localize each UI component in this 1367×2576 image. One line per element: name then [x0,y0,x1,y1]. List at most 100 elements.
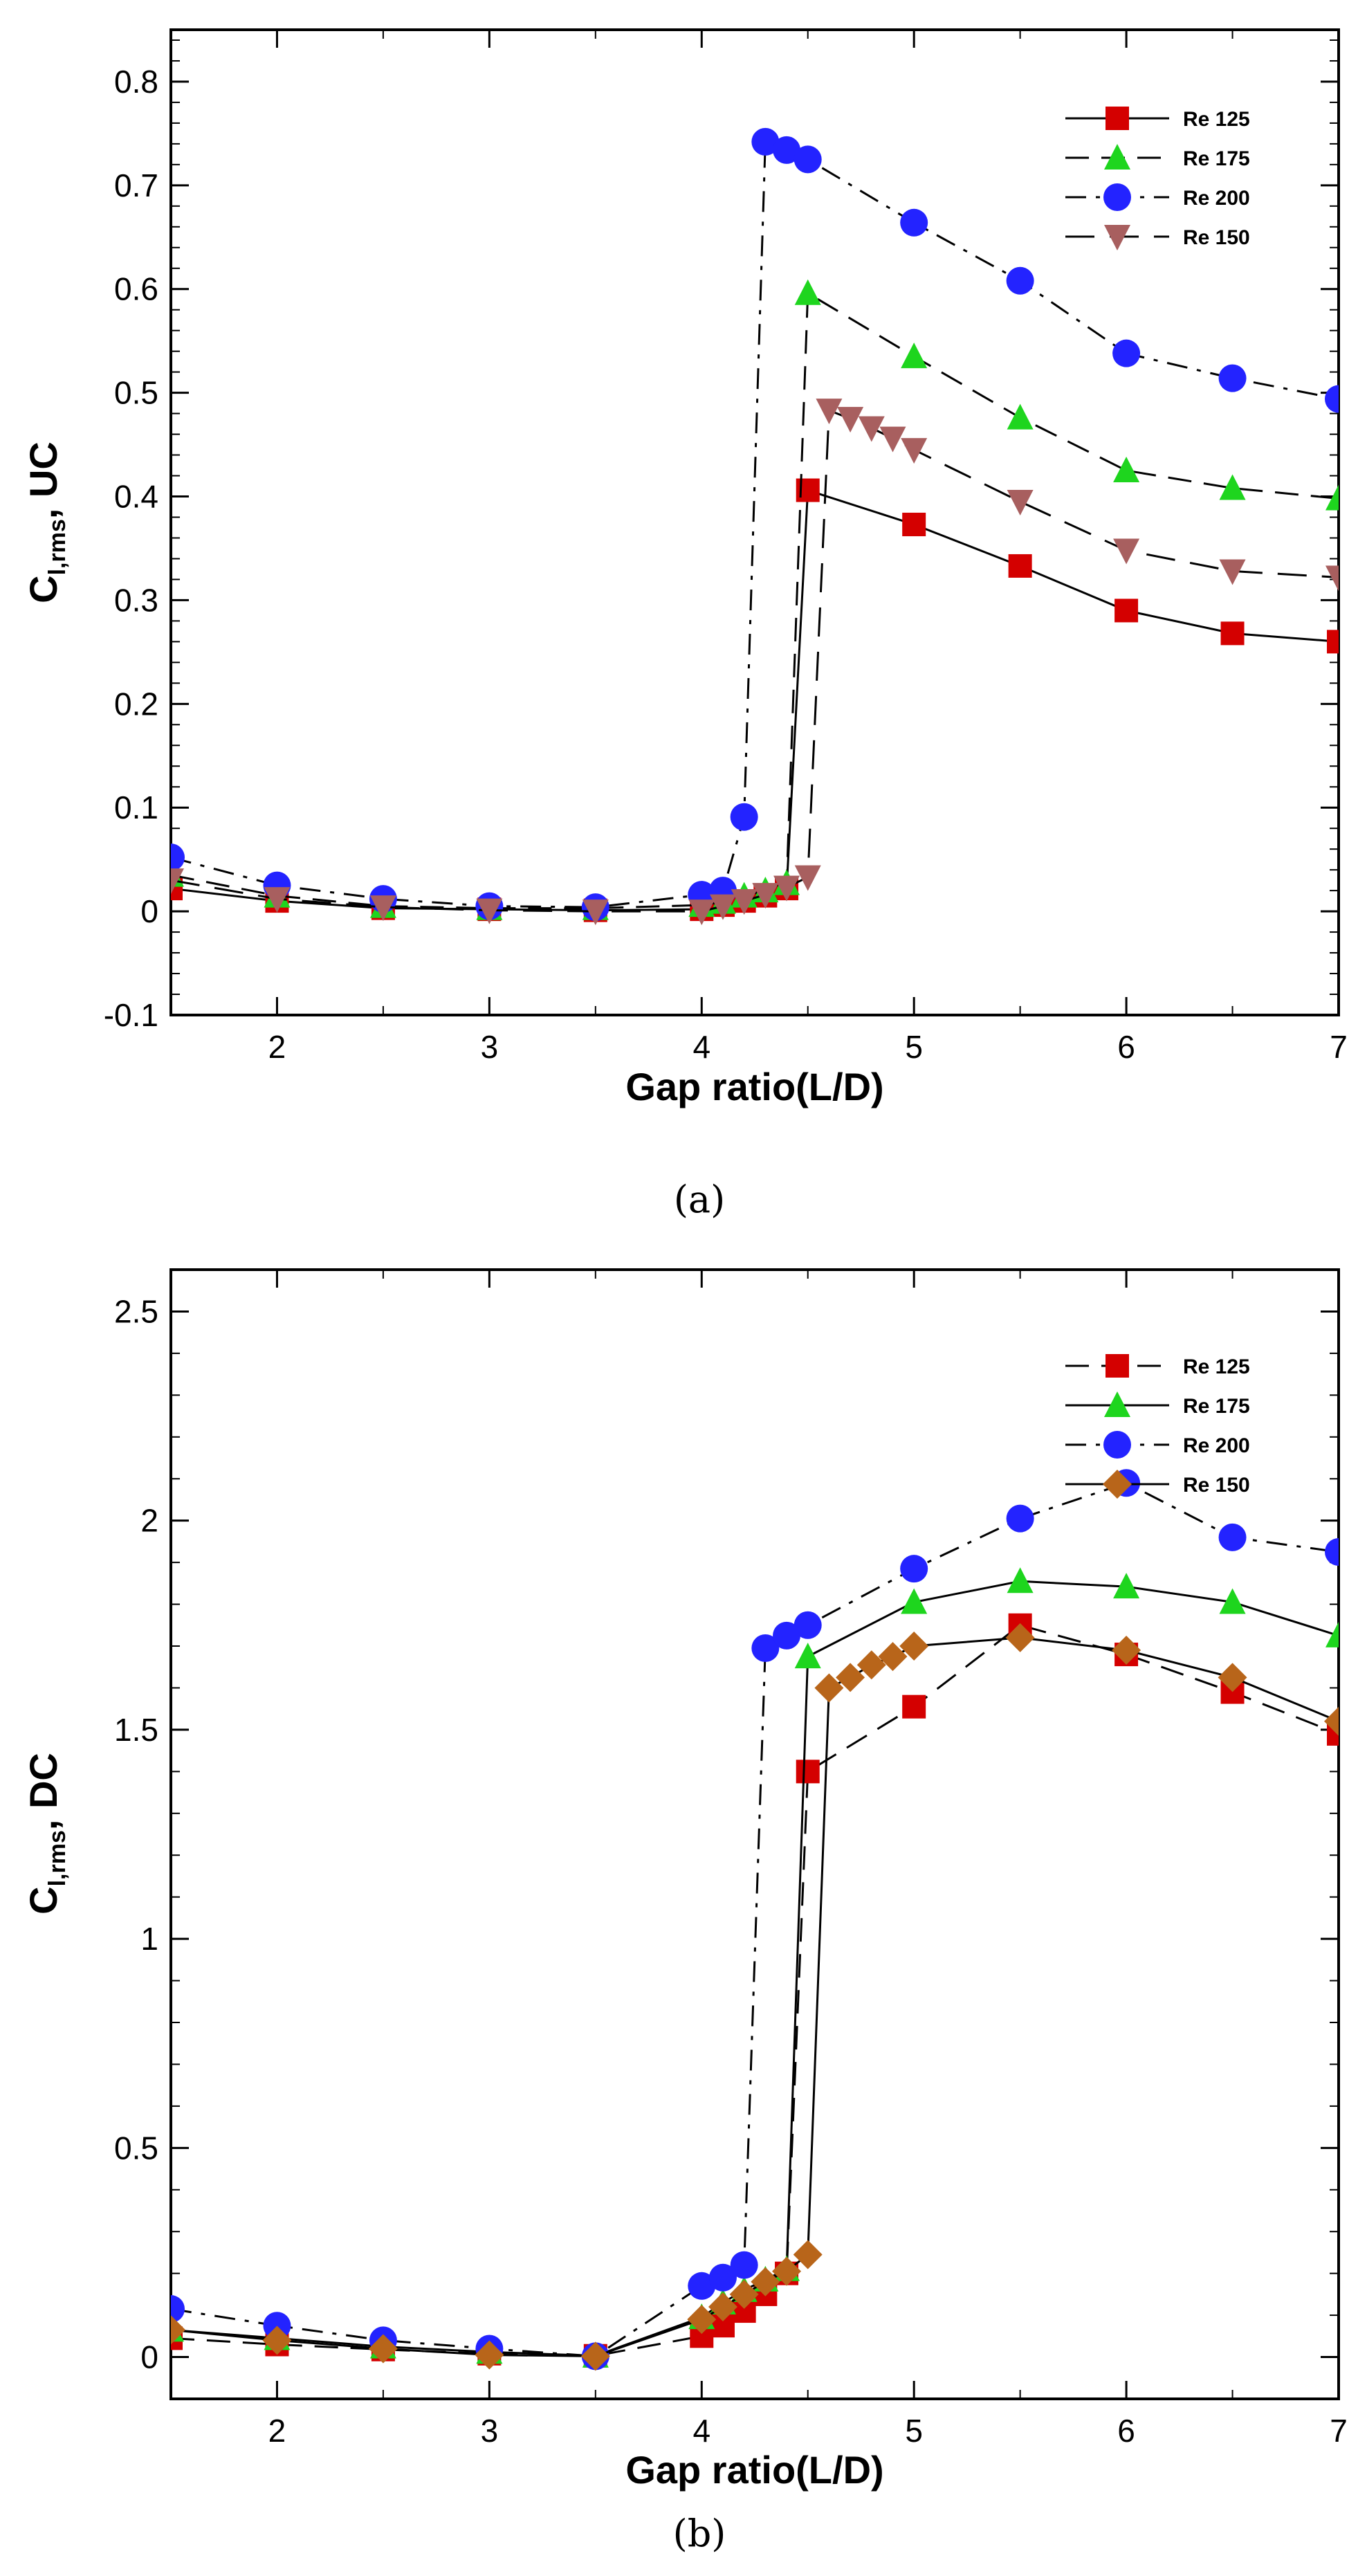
x-tick-label: 2 [268,1029,286,1065]
series-line [171,488,1339,912]
data-point [1006,1504,1034,1533]
series-line [171,1481,1339,2357]
data-point [709,894,736,920]
y-tick-label: 1 [140,1921,158,1957]
legend-marker [1104,1391,1130,1417]
data-point [772,2256,802,2286]
data-point [1005,1623,1035,1652]
series-re-150 [171,399,1339,926]
x-tick-label: 4 [692,1029,710,1065]
x-tick-label: 3 [481,2413,499,2449]
series-re-125 [171,1613,1339,2368]
data-point [171,2295,185,2323]
data-point [1325,1621,1339,1647]
x-tick-label: 2 [268,2413,286,2449]
series-re-200 [171,1469,1339,2371]
y-tick-label: 0.5 [114,2130,158,2166]
y-tick-label: 2 [140,1503,158,1539]
data-point [580,2341,610,2371]
data-point [900,1555,928,1583]
legend: Re 125 Re 175 Re 200 Re 150 [1065,107,1250,250]
legend-marker [1103,1431,1131,1459]
data-point [794,1643,821,1669]
data-point [796,1760,820,1784]
x-tick-label: 5 [905,2413,923,2449]
data-point [1325,565,1339,592]
y-axis-title-sub: l,rms [44,1830,71,1886]
data-point [1325,385,1339,413]
y-tick-label: 0.4 [114,479,158,515]
data-point [751,1634,780,1663]
data-point [368,2334,398,2364]
data-point [856,1650,886,1680]
data-point [708,2263,737,2292]
data-point [773,136,801,164]
data-point [773,1621,801,1650]
data-point [1113,457,1140,483]
chart-panel-b: 2 3 4 5 6 7 0 0.5 1 1.5 2 2.5 Gap ratio(L/D) Cl,rms, … [21,1268,1348,2555]
plot-frame [169,1268,1340,2400]
data-point [816,399,843,425]
y-axis-title: Cl,rms, UC [21,441,71,603]
data-point [794,865,821,891]
data-point [1007,1567,1034,1593]
data-point [171,843,185,872]
plot-frame [169,28,1340,1016]
series-line [171,1636,1339,2357]
data-point [264,887,291,913]
series-re-125 [171,478,1339,922]
x-tick-label: 6 [1117,2413,1135,2449]
data-point [1007,490,1034,516]
y-tick-label: 0 [140,893,158,929]
data-point [1114,599,1139,623]
data-point [1007,403,1034,430]
data-point [858,416,885,442]
x-axis-title: Gap ratio(L/D) [625,1065,883,1108]
data-point [476,898,503,924]
data-point [730,803,758,831]
y-axis-title: Cl,rms, DC [21,1753,71,1915]
data-point [794,279,821,305]
data-point [773,875,800,902]
data-point [751,2267,780,2296]
data-point [1218,364,1247,392]
data-point [793,2240,823,2269]
data-point [582,899,609,926]
y-tick-label: 0.6 [114,271,158,307]
panel-label: (a) [674,1178,725,1221]
y-axis-title-main: C [21,575,65,603]
data-point [1327,630,1339,654]
legend-marker [1105,107,1129,130]
x-axis-title: Gap ratio(L/D) [625,2448,883,2492]
data-point [708,2292,737,2322]
data-point [1219,1588,1246,1614]
data-point [1113,1573,1140,1599]
legend-label: Re 150 [1183,226,1250,249]
legend-label: Re 175 [1183,147,1250,170]
series-re-150 [171,1623,1339,2371]
y-tick-label: 1.5 [114,1712,158,1748]
data-point [731,889,758,915]
data-point [902,512,926,536]
x-tick-label: 4 [692,2413,710,2449]
data-point [688,2272,716,2300]
legend-label: Re 200 [1183,187,1250,210]
legend-marker [1105,1354,1129,1378]
data-point [814,1673,844,1703]
data-point [1006,266,1034,295]
data-point [730,2251,758,2279]
data-point [263,2312,291,2340]
series-line [171,1624,1339,2357]
panel-label: (b) [673,2512,726,2555]
y-tick-label: 0.5 [114,375,158,411]
legend-marker [1104,225,1130,250]
data-point [1325,484,1339,511]
data-point [879,426,906,453]
y-tick-label: 0 [140,2339,158,2375]
x-tick-label: 7 [1330,2413,1348,2449]
y-tick-label: 0.1 [114,789,158,825]
data-point [475,2340,504,2370]
x-tick-label: 7 [1330,1029,1348,1065]
y-axis-title-main: C [21,1886,65,1914]
